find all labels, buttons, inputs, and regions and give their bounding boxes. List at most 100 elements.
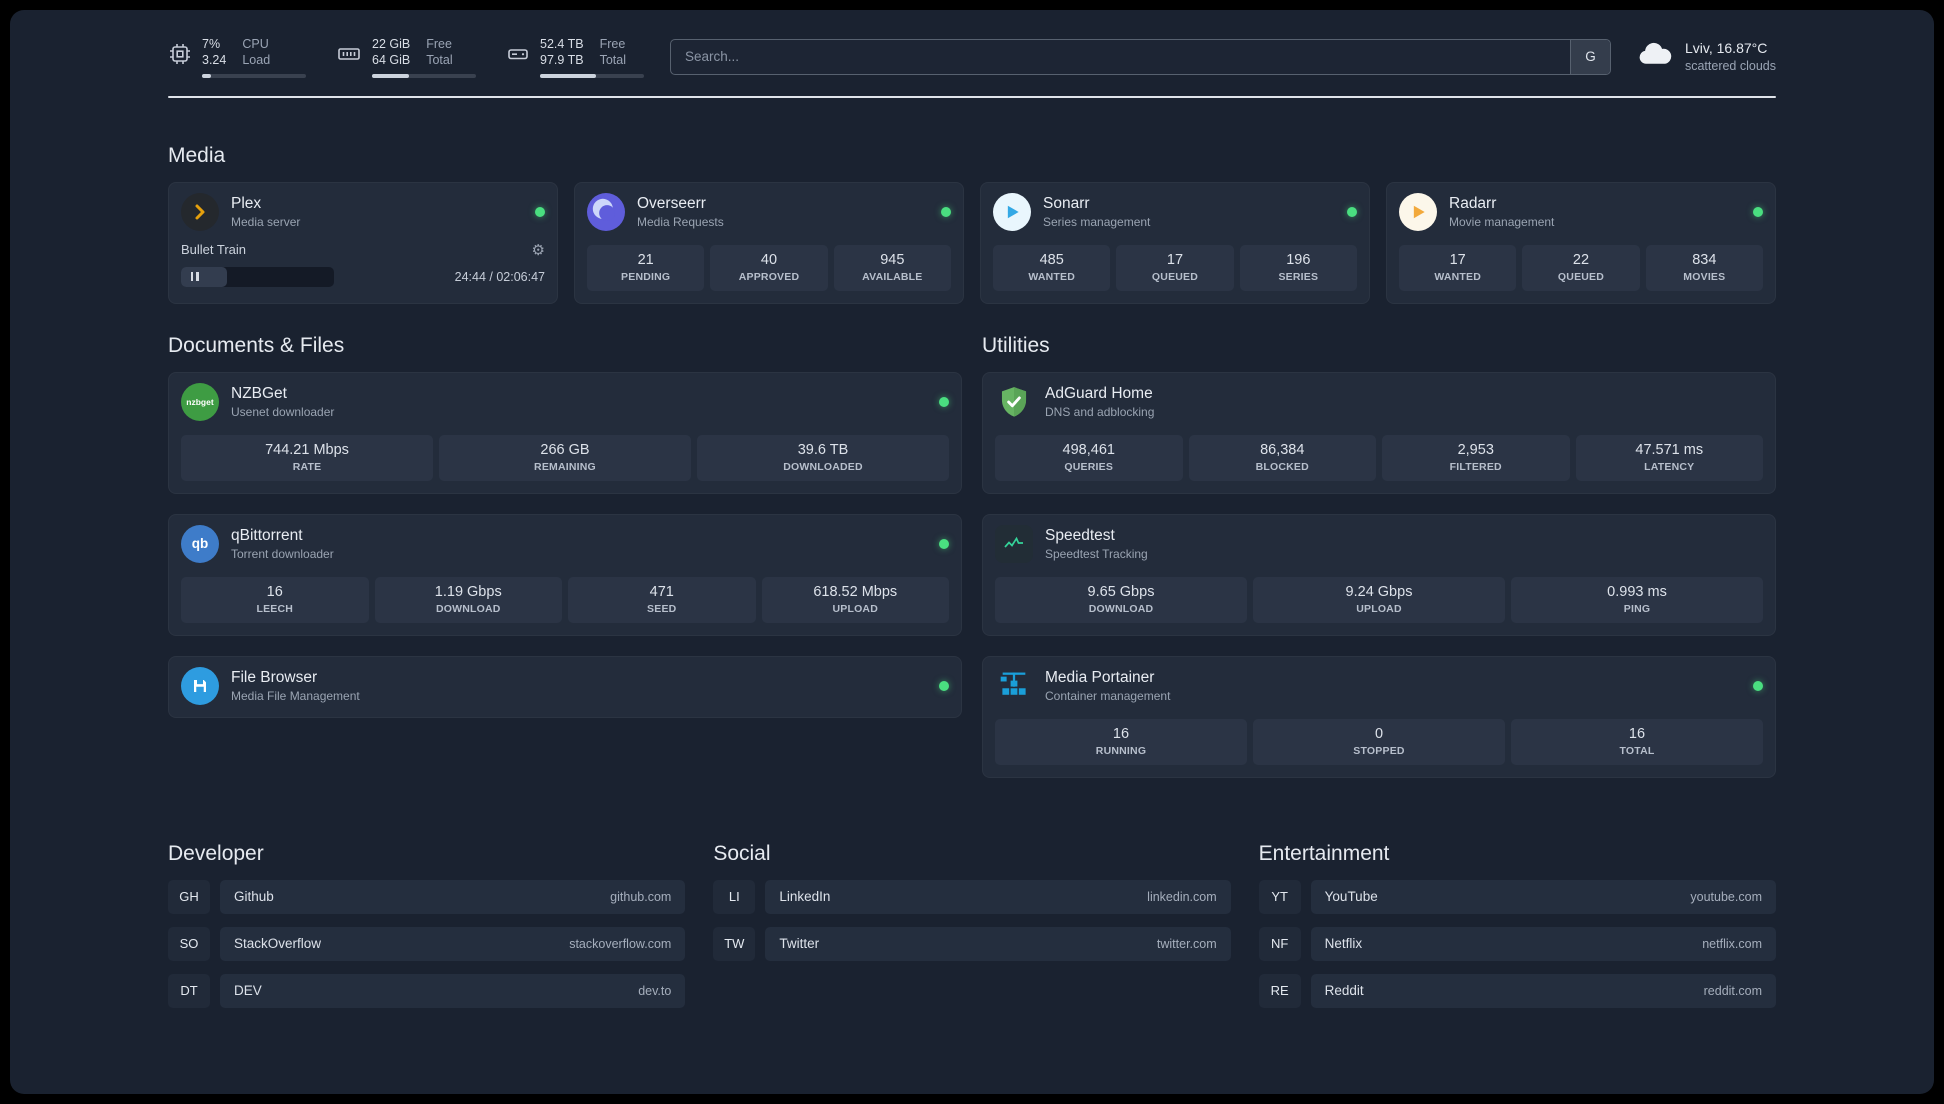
stat-label: SERIES <box>1278 270 1319 283</box>
disk-progress-bar <box>540 73 644 78</box>
service-link-adguard[interactable]: AdGuard Home DNS and adblocking <box>995 383 1763 421</box>
system-metrics: 7% 3.24 CPU Load <box>168 36 644 78</box>
stat-block: 47.571 ms LATENCY <box>1575 434 1763 481</box>
stat-label: TOTAL <box>1619 744 1655 757</box>
pause-button[interactable] <box>189 272 200 281</box>
service-link-plex[interactable]: Plex Media server <box>181 192 545 231</box>
cpu-percent: 7% <box>202 37 221 51</box>
section-title-media: Media <box>168 143 226 167</box>
stat-block: 834 MOVIES <box>1645 244 1763 291</box>
player-settings-gear-icon[interactable]: ⚙ <box>531 241 545 259</box>
bookmark-youtube[interactable]: YT YouTube youtube.com <box>1258 879 1776 914</box>
stat-value: 9.65 Gbps <box>1087 583 1155 600</box>
ram-total-label: Total <box>426 53 453 68</box>
service-link-speedtest[interactable]: Speedtest Speedtest Tracking <box>995 524 1763 563</box>
stat-value: 485 <box>1039 251 1064 268</box>
bookmark-domain: youtube.com <box>1690 889 1762 904</box>
stat-block: 40 APPROVED <box>710 244 828 291</box>
bookmark-group-developer: Developer GH Github github.com SO StackO… <box>168 842 686 1021</box>
bookmark-stackoverflow[interactable]: SO StackOverflow stackoverflow.com <box>168 926 686 961</box>
stat-value: 618.52 Mbps <box>813 583 898 600</box>
dashboard: 7% 3.24 CPU Load <box>10 10 1934 1094</box>
stat-label: UPLOAD <box>1356 602 1402 615</box>
service-title: Media Portainer <box>1045 668 1155 686</box>
stat-block: 17 WANTED <box>1399 244 1517 291</box>
stat-label: STOPPED <box>1353 744 1405 757</box>
service-link-radarr[interactable]: Radarr Movie management <box>1399 192 1763 231</box>
section-title-entertainment: Entertainment <box>1258 841 1390 865</box>
service-card-adguard: AdGuard Home DNS and adblocking 498,461 … <box>982 371 1776 494</box>
bookmark-dev[interactable]: DT DEV dev.to <box>168 973 686 1008</box>
stat-value: 471 <box>649 583 674 600</box>
bookmark-domain: twitter.com <box>1156 936 1217 951</box>
bookmark-name: Github <box>234 889 274 904</box>
service-subtitle: Torrent downloader <box>231 546 334 561</box>
stat-block: 21 PENDING <box>587 244 705 291</box>
stat-label: WANTED <box>1434 270 1482 283</box>
service-link-overseerr[interactable]: Overseerr Media Requests <box>587 192 951 231</box>
playback-progress-bar[interactable] <box>181 266 334 287</box>
stat-value: 16 <box>1112 725 1130 742</box>
bookmark-name: DEV <box>234 983 262 998</box>
service-subtitle: Usenet downloader <box>231 404 335 419</box>
bookmark-name: StackOverflow <box>234 936 322 951</box>
overseerr-icon <box>587 192 625 231</box>
bookmark-abbr: RE <box>1258 973 1301 1008</box>
stat-value: 47.571 ms <box>1635 441 1704 458</box>
stat-block: 618.52 Mbps UPLOAD <box>761 576 949 623</box>
playback-time: 24:44 / 02:06:47 <box>454 269 545 284</box>
bookmark-domain: dev.to <box>638 983 672 998</box>
sonarr-icon <box>993 192 1031 231</box>
bookmark-abbr: GH <box>168 879 210 914</box>
status-dot <box>941 206 951 217</box>
stat-block: 945 AVAILABLE <box>833 244 951 291</box>
stat-label: RATE <box>292 460 322 473</box>
bookmark-name: Twitter <box>779 936 820 951</box>
service-card-speedtest: Speedtest Speedtest Tracking 9.65 Gbps D… <box>982 513 1776 636</box>
service-card-radarr: Radarr Movie management 17 WANTED 22 QUE… <box>1386 181 1776 304</box>
stat-value: 21 <box>637 251 654 268</box>
cpu-load-label: Load <box>242 53 271 68</box>
stat-block: 471 SEED <box>568 576 756 623</box>
stat-block: 485 WANTED <box>993 244 1111 291</box>
bookmark-domain: stackoverflow.com <box>569 936 672 951</box>
bookmark-reddit[interactable]: RE Reddit reddit.com <box>1258 973 1776 1008</box>
bookmark-abbr: TW <box>713 926 756 961</box>
service-link-portainer[interactable]: Media Portainer Container management <box>995 667 1763 705</box>
service-link-qbittorrent[interactable]: qb qBittorrent Torrent downloader <box>181 524 949 563</box>
stat-value: 86,384 <box>1260 441 1305 458</box>
stat-label: LEECH <box>256 602 294 615</box>
service-title: Plex <box>231 194 262 212</box>
service-subtitle: Media server <box>231 214 301 229</box>
bookmark-github[interactable]: GH Github github.com <box>168 879 686 914</box>
bookmark-domain: linkedin.com <box>1147 889 1217 904</box>
service-card-plex: Plex Media server Bullet Train ⚙ <box>168 181 558 304</box>
ram-progress-bar <box>372 73 476 78</box>
bookmark-netflix[interactable]: NF Netflix netflix.com <box>1258 926 1776 961</box>
disk-free-label: Free <box>599 37 626 51</box>
stat-value: 17 <box>1166 251 1184 268</box>
weather-widget: Lviv, 16.87°C scattered clouds <box>1637 39 1776 75</box>
stat-block: 39.6 TB DOWNLOADED <box>697 434 949 481</box>
cpu-icon <box>168 42 202 71</box>
nzbget-icon: nzbget <box>181 382 219 421</box>
stat-label: MOVIES <box>1683 270 1726 283</box>
search-input[interactable] <box>671 39 1570 74</box>
service-title: qBittorrent <box>231 526 303 544</box>
bookmark-linkedin[interactable]: LI LinkedIn linkedin.com <box>713 879 1231 914</box>
search-engine-button[interactable]: G <box>1569 39 1610 74</box>
stat-block: 0.993 ms PING <box>1511 576 1763 623</box>
service-subtitle: Media Requests <box>637 214 724 229</box>
stat-block: 16 RUNNING <box>995 718 1247 765</box>
section-utilities: Utilities <box>982 334 1776 778</box>
bookmark-twitter[interactable]: TW Twitter twitter.com <box>713 926 1231 961</box>
cloud-icon <box>1637 40 1673 73</box>
cpu-widget: 7% 3.24 CPU Load <box>168 36 306 78</box>
service-card-portainer: Media Portainer Container management 16 … <box>982 655 1776 778</box>
stat-block: 22 QUEUED <box>1522 244 1640 291</box>
service-link-sonarr[interactable]: Sonarr Series management <box>993 192 1357 231</box>
service-card-filebrowser: File Browser Media File Management <box>168 655 962 718</box>
service-link-nzbget[interactable]: nzbget NZBGet Usenet downloader <box>181 382 949 421</box>
bookmark-abbr: NF <box>1258 926 1301 961</box>
service-link-filebrowser[interactable]: File Browser Media File Management <box>181 666 949 705</box>
